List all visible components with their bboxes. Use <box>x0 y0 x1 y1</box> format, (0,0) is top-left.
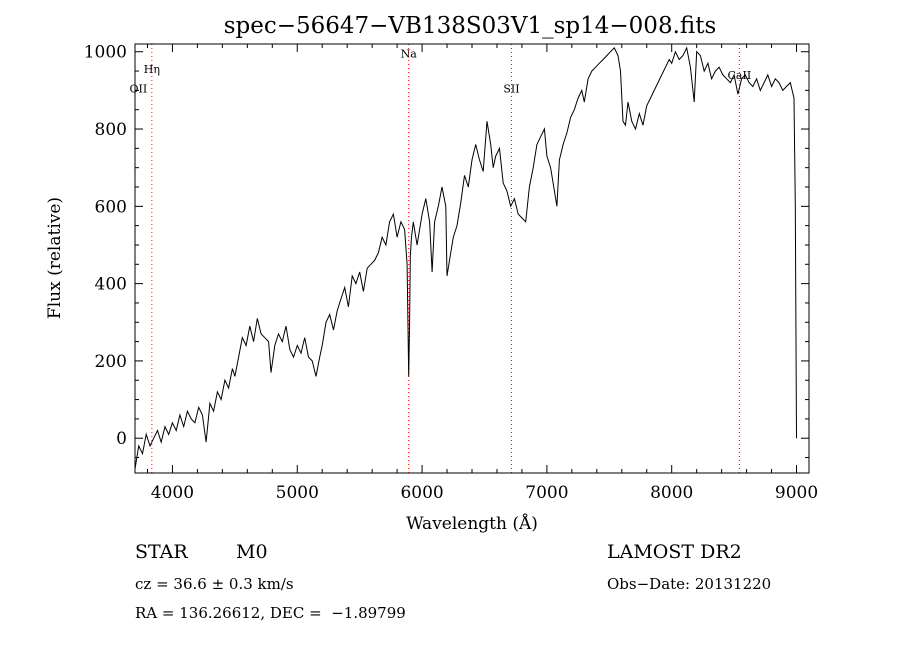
plot-frame <box>134 43 810 474</box>
spectrum-layer <box>134 46 797 470</box>
y-tick-label: 800 <box>95 120 127 140</box>
line-label: Na <box>401 48 418 61</box>
line-labels: Hη OII Na SII CaII <box>130 48 752 96</box>
line-marker-layer <box>151 44 740 473</box>
observation-date: Obs−Date: 20131220 <box>607 575 772 593</box>
x-axis-label: Wavelength (Å) <box>406 513 538 534</box>
y-tick-label: 0 <box>116 429 127 449</box>
x-tick-label: 6000 <box>400 483 443 503</box>
redshift-velocity: cz = 36.6 ± 0.3 km/s <box>135 575 294 593</box>
survey-name: LAMOST DR2 <box>607 541 742 563</box>
axis-ticks: 4000 5000 6000 7000 8000 9000 0 200 400 600 800 100… <box>84 43 818 503</box>
object-class: STAR <box>135 541 188 563</box>
y-tick-label: 1000 <box>84 43 127 63</box>
y-axis-label: Flux (relative) <box>45 197 65 319</box>
x-tick-label: 5000 <box>276 483 319 503</box>
line-label: Hη <box>144 63 160 76</box>
x-tick-label: 7000 <box>525 483 568 503</box>
line-label: SII <box>503 82 519 95</box>
y-tick-label: 200 <box>95 352 127 372</box>
line-label: CaII <box>728 69 752 82</box>
y-tick-label: 600 <box>95 197 127 217</box>
spectrum-line <box>134 46 797 470</box>
x-tick-label: 9000 <box>775 483 818 503</box>
sky-coordinates: RA = 136.26612, DEC = −1.89799 <box>135 604 406 622</box>
chart-title: spec−56647−VB138S03V1_sp14−008.fits <box>224 13 717 39</box>
x-tick-label: 8000 <box>650 483 693 503</box>
line-label: OII <box>130 82 148 95</box>
y-tick-label: 400 <box>95 275 127 295</box>
x-tick-label: 4000 <box>151 483 194 503</box>
object-subclass: M0 <box>236 541 268 563</box>
